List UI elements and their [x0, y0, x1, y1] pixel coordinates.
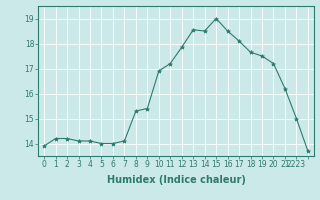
X-axis label: Humidex (Indice chaleur): Humidex (Indice chaleur): [107, 175, 245, 185]
